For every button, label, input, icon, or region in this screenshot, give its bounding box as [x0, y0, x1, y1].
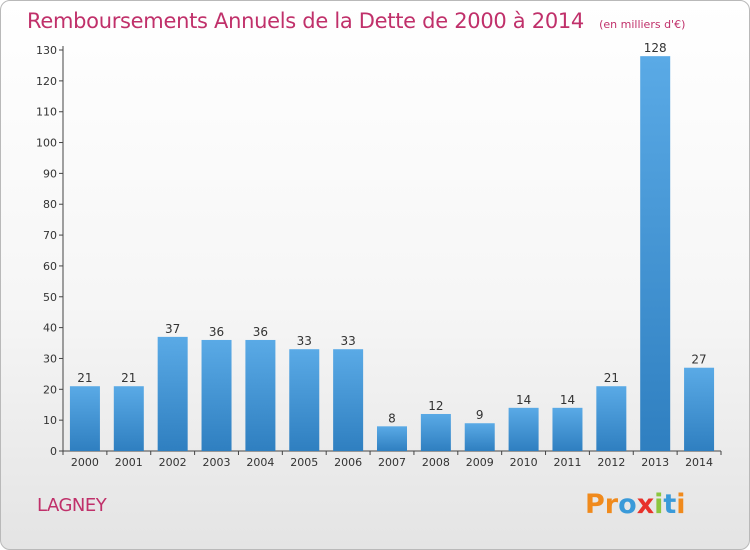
bar-2001 — [113, 386, 144, 451]
y-tick-label: 10 — [43, 414, 57, 427]
logo-letter: i — [676, 489, 686, 520]
y-tick-label: 0 — [50, 445, 57, 458]
logo-letter: P — [585, 489, 605, 520]
proxiti-logo: Proxiti — [585, 489, 686, 520]
bar-2008 — [420, 413, 451, 451]
logo-letter: r — [604, 489, 619, 520]
y-tick-label: 20 — [43, 383, 57, 396]
data-label-2013: 128 — [644, 41, 667, 55]
bar-2011 — [552, 407, 583, 451]
logo-letter: t — [663, 489, 677, 520]
x-tick-label: 2004 — [246, 456, 274, 469]
logo-letter: i — [654, 489, 664, 520]
x-tick-label: 2009 — [466, 456, 494, 469]
bar-2013 — [640, 56, 671, 452]
x-tick-label: 2007 — [378, 456, 406, 469]
x-tick-label: 2005 — [290, 456, 318, 469]
x-tick-label: 2014 — [685, 456, 713, 469]
y-tick-label: 40 — [43, 322, 57, 335]
data-label-2000: 21 — [77, 371, 92, 385]
logo-letter: x — [636, 489, 655, 520]
data-label-2014: 27 — [691, 353, 706, 367]
x-tick-label: 2013 — [641, 456, 669, 469]
y-tick-label: 80 — [43, 198, 57, 211]
bar-2002 — [157, 336, 188, 451]
commune-name: LAGNEY — [37, 495, 107, 516]
data-label-2002: 37 — [165, 322, 180, 336]
y-tick-label: 60 — [43, 260, 57, 273]
x-tick-label: 2000 — [71, 456, 99, 469]
x-tick-label: 2006 — [334, 456, 362, 469]
logo-letter: o — [618, 489, 637, 520]
title-row: Remboursements Annuels de la Dette de 20… — [27, 9, 685, 33]
data-label-2001: 21 — [121, 371, 136, 385]
data-label-2005: 33 — [297, 334, 312, 348]
chart-title: Remboursements Annuels de la Dette de 20… — [27, 9, 584, 33]
y-tick-label: 50 — [43, 291, 57, 304]
x-tick-label: 2008 — [422, 456, 450, 469]
y-tick-label: 130 — [36, 44, 57, 57]
data-label-2007: 8 — [388, 411, 396, 425]
bar-2009 — [464, 423, 495, 451]
x-tick-label: 2012 — [597, 456, 625, 469]
data-label-2004: 36 — [253, 325, 268, 339]
x-tick-label: 2011 — [553, 456, 581, 469]
x-tick-label: 2002 — [159, 456, 187, 469]
y-tick-label: 110 — [36, 106, 57, 119]
bar-2003 — [201, 339, 232, 451]
data-label-2008: 12 — [428, 399, 443, 413]
data-label-2003: 36 — [209, 325, 224, 339]
bar-2000 — [69, 386, 100, 451]
data-label-2006: 33 — [340, 334, 355, 348]
bar-2007 — [377, 426, 407, 451]
bar-2006 — [333, 349, 364, 451]
chart-unit: (en milliers d'€) — [599, 18, 686, 31]
bar-2010 — [508, 407, 539, 451]
y-tick-label: 70 — [43, 229, 57, 242]
y-tick-label: 120 — [36, 75, 57, 88]
y-tick-label: 100 — [36, 137, 57, 150]
data-label-2012: 21 — [604, 371, 619, 385]
bar-2004 — [245, 339, 276, 451]
y-tick-label: 30 — [43, 352, 57, 365]
data-label-2009: 9 — [476, 408, 484, 422]
bar-2005 — [289, 349, 320, 451]
data-label-2011: 14 — [560, 393, 575, 407]
data-label-2010: 14 — [516, 393, 531, 407]
bar-2014 — [684, 367, 715, 451]
x-tick-label: 2001 — [115, 456, 143, 469]
y-tick-label: 90 — [43, 167, 57, 180]
x-tick-label: 2003 — [203, 456, 231, 469]
x-tick-label: 2010 — [510, 456, 538, 469]
bar-2012 — [596, 386, 627, 451]
